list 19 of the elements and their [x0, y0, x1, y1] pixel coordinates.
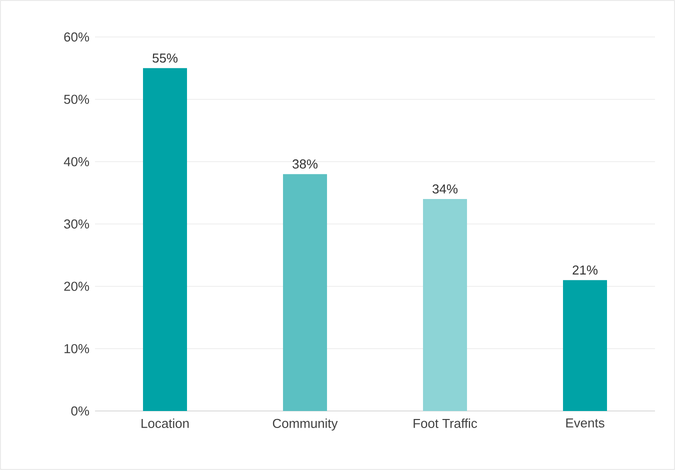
data-label: 21%: [572, 265, 598, 275]
x-tick-label: Foot Traffic: [414, 418, 478, 428]
data-label: 34%: [432, 184, 458, 194]
data-label: 38%: [292, 159, 318, 169]
bar: [283, 174, 328, 411]
x-tick-label: Events: [566, 418, 604, 428]
x-tick-label: Community: [272, 418, 338, 431]
bar: [423, 199, 468, 411]
y-tick-label: 40%: [64, 157, 90, 166]
y-tick-label: 50%: [64, 94, 90, 104]
y-tick-label: 20%: [64, 282, 90, 291]
x-tick-label: Location: [142, 418, 189, 428]
data-label: 55%: [152, 54, 178, 63]
bar: [563, 280, 608, 411]
y-tick-label: 0%: [71, 406, 90, 416]
y-tick-label: 10%: [64, 344, 90, 354]
bar: [143, 68, 188, 411]
y-tick-label: 60%: [64, 32, 90, 42]
y-tick-label: 30%: [64, 219, 90, 229]
